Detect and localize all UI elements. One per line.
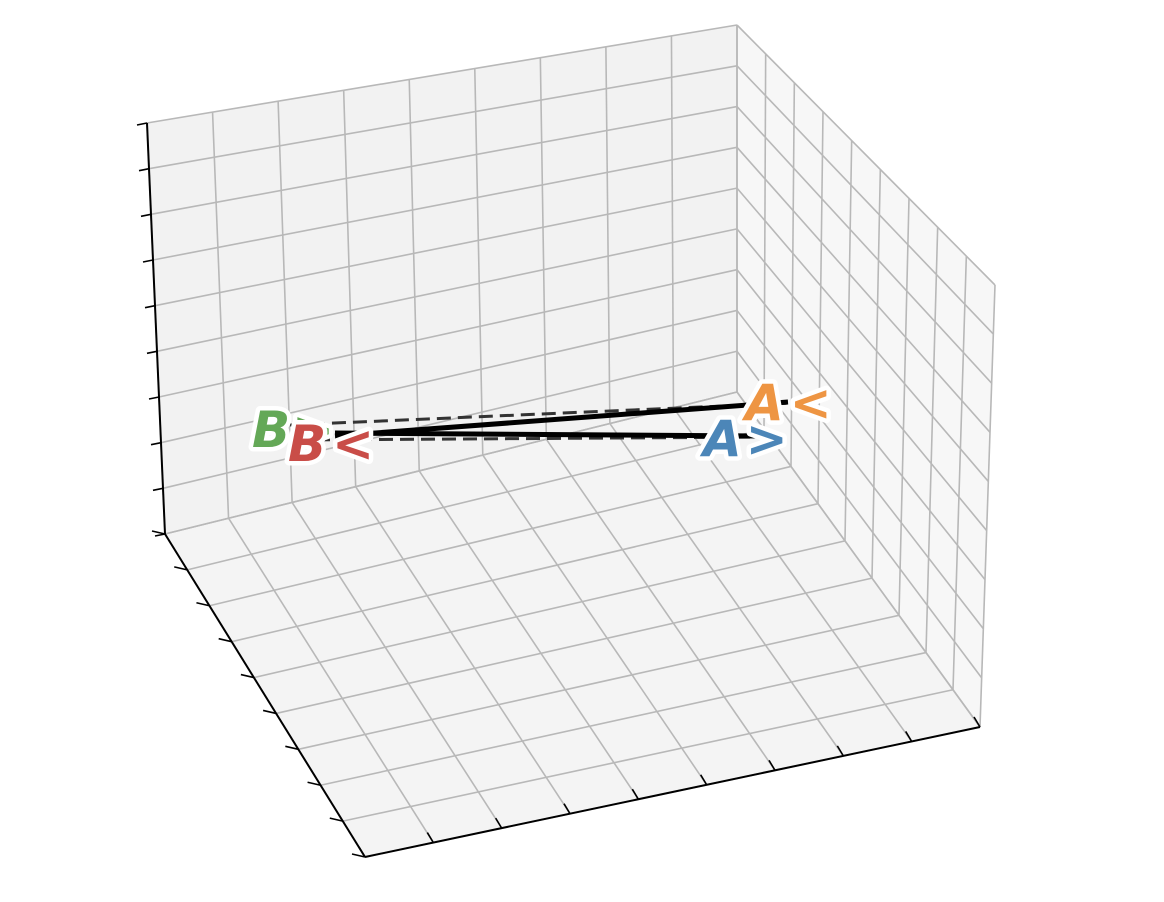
side-grid-horizontal xyxy=(736,187,989,482)
back-grid-horizontal xyxy=(154,187,738,307)
y-tick xyxy=(262,709,277,715)
side-grid-vertical xyxy=(790,82,796,467)
x-tick xyxy=(494,817,503,829)
y-tick xyxy=(196,601,210,607)
z-tick xyxy=(146,350,158,355)
back-grid-horizontal xyxy=(160,309,738,444)
label-red: B < xyxy=(288,415,374,473)
x-axis-line xyxy=(364,726,981,858)
side-grid-horizontal xyxy=(736,269,986,581)
z-tick xyxy=(144,304,156,309)
x-tick xyxy=(631,788,640,800)
z-tick xyxy=(150,441,162,446)
connector-red-blue xyxy=(334,430,761,439)
floor-grid-depth xyxy=(609,423,844,757)
back-grid-vertical xyxy=(605,46,611,424)
floor-grid-width xyxy=(342,688,954,822)
x-tick xyxy=(836,745,845,757)
floor-grid-depth xyxy=(227,517,435,843)
back-grid-vertical xyxy=(211,112,230,519)
side-grid-horizontal xyxy=(736,146,991,433)
back-grid-vertical xyxy=(473,68,484,456)
floor-grid-depth xyxy=(545,438,776,771)
label-orange: A < xyxy=(741,374,832,432)
back-grid-horizontal xyxy=(150,105,738,216)
back-grid-vertical xyxy=(539,57,548,440)
side-grid-vertical xyxy=(817,111,824,504)
side-grid-horizontal xyxy=(736,350,983,679)
back-grid-horizontal xyxy=(158,268,738,398)
floor-grid-width xyxy=(231,502,819,643)
z-tick xyxy=(140,213,152,218)
y-tick xyxy=(307,781,321,787)
side-grid-vertical xyxy=(952,256,968,690)
x-tick xyxy=(904,731,913,742)
back-pane xyxy=(147,25,737,534)
floor-grid-width xyxy=(298,614,900,751)
back-grid-horizontal xyxy=(156,228,738,353)
side-grid-horizontal xyxy=(736,228,988,532)
back-grid-vertical xyxy=(670,35,675,408)
side-grid-vertical xyxy=(925,227,939,653)
y-tick xyxy=(329,817,343,822)
floor-grid-depth xyxy=(736,391,981,728)
floor-grid-depth xyxy=(418,470,639,800)
x-tick xyxy=(768,759,776,771)
x-tick xyxy=(358,846,366,858)
x-tick xyxy=(563,803,571,815)
back-grid-horizontal xyxy=(152,146,738,261)
floor-grid-width xyxy=(275,577,873,715)
label-blue: A> xyxy=(699,410,788,468)
y-tick xyxy=(351,853,366,858)
side-grid-horizontal xyxy=(736,65,994,335)
back-grid-horizontal xyxy=(148,64,738,170)
side-pane xyxy=(737,25,995,727)
tick-marks xyxy=(136,122,981,858)
side-grid-horizontal xyxy=(736,24,996,286)
side-grid-vertical xyxy=(844,140,853,541)
floor-grid-depth xyxy=(291,502,503,829)
side-grid-vertical xyxy=(763,53,767,430)
x-tick xyxy=(699,774,708,786)
connectors xyxy=(289,399,793,442)
floor-grid-depth xyxy=(482,454,708,786)
y-axis-line xyxy=(164,533,366,858)
back-grid-vertical xyxy=(277,101,293,503)
z-axis-line xyxy=(146,122,166,535)
connector-red-orange xyxy=(334,399,789,439)
floor-grid-width xyxy=(320,651,927,787)
floor-grid-width xyxy=(253,540,846,679)
y-tick xyxy=(151,530,166,535)
label-green: B> xyxy=(252,401,334,459)
y-tick xyxy=(240,673,255,679)
y-tick xyxy=(218,637,232,643)
axes xyxy=(146,122,981,858)
side-grid-horizontal xyxy=(736,106,993,384)
floor-grid-width xyxy=(164,391,738,535)
floor-grid-depth xyxy=(354,486,571,815)
back-grid-vertical xyxy=(408,79,421,471)
x-tick xyxy=(973,716,981,728)
y-tick xyxy=(174,566,188,571)
z-tick xyxy=(148,396,160,400)
side-grid-vertical xyxy=(898,198,910,616)
back-grid-vertical xyxy=(342,90,357,487)
side-grid-vertical xyxy=(871,169,882,579)
z-tick xyxy=(152,487,164,492)
floor-grid-width xyxy=(187,428,765,571)
z-tick xyxy=(136,122,148,126)
side-grid-vertical xyxy=(979,284,996,728)
z-tick xyxy=(142,259,154,263)
floor-grid-width xyxy=(209,465,792,607)
z-tick xyxy=(138,167,150,172)
back-grid-horizontal xyxy=(146,24,738,124)
y-tick xyxy=(285,745,299,751)
floor-grid-depth xyxy=(672,407,913,742)
back-grid-horizontal xyxy=(162,350,738,490)
side-grid-horizontal xyxy=(736,309,984,630)
x-tick xyxy=(426,832,435,843)
